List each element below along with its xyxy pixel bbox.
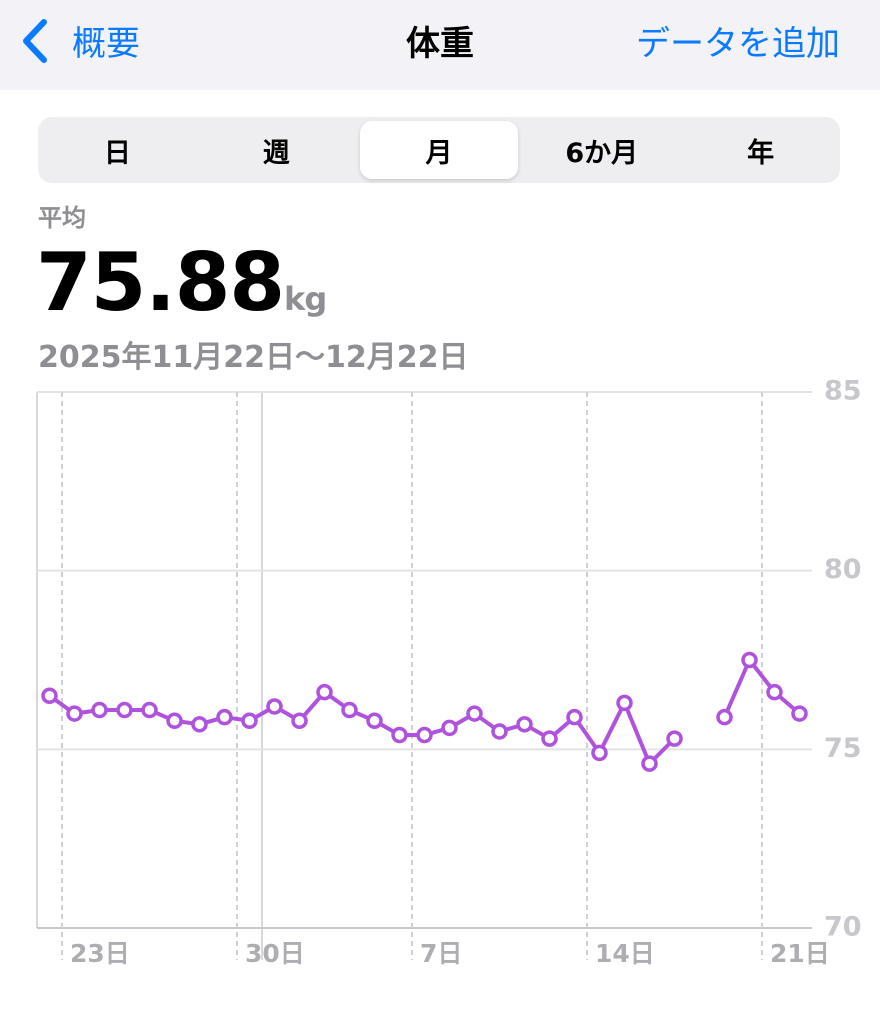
average-label: 平均 <box>38 204 86 232</box>
data-point <box>766 683 783 701</box>
segment[interactable]: 日 <box>103 137 131 169</box>
data-point <box>616 694 633 712</box>
data-point <box>91 701 108 719</box>
nav-bar: 概要 体重 データを追加 <box>0 0 880 90</box>
segment[interactable]: 年 <box>747 137 775 169</box>
segment[interactable]: 6か月 <box>565 137 639 169</box>
x-tick-label: 14日 <box>595 939 655 968</box>
x-tick-label: 30日 <box>245 939 305 968</box>
data-point <box>341 701 358 719</box>
segment[interactable]: 週 <box>262 137 290 169</box>
data-point <box>291 712 308 729</box>
nav-title: 体重 <box>406 24 474 64</box>
data-point <box>491 723 508 740</box>
data-point <box>366 712 383 729</box>
back-chevron[interactable] <box>20 18 50 64</box>
data-point <box>791 705 808 722</box>
data-point <box>241 712 258 729</box>
average-number: 75.88 <box>36 236 285 329</box>
x-tick-label: 23日 <box>70 939 130 968</box>
data-point <box>191 716 208 733</box>
data-line <box>48 690 676 766</box>
data-point <box>266 698 283 715</box>
data-line <box>722 658 801 718</box>
data-point <box>66 705 83 722</box>
segment[interactable]: 月 <box>359 121 519 179</box>
data-point <box>441 719 458 737</box>
y-tick-label: 80 <box>824 554 862 585</box>
date-range: 2025年11月22日〜12月22日 <box>38 340 469 375</box>
data-point <box>716 708 733 726</box>
data-point <box>166 712 183 729</box>
y-tick-label: 70 <box>824 912 862 943</box>
data-point <box>116 701 133 719</box>
average-unit: kg <box>284 280 327 318</box>
chart: 70 75 80 85 23日 30日 7日 14日 21日 <box>36 376 862 968</box>
data-point <box>316 683 333 701</box>
x-tick-label: 7日 <box>420 939 462 968</box>
segmented-control: 日 週 月 6か月 年 <box>38 117 840 183</box>
x-tick-label: 21日 <box>770 939 830 968</box>
average-value: 75.88kg <box>36 236 327 329</box>
back-button[interactable]: 概要 <box>72 24 140 64</box>
y-tick-label: 85 <box>824 376 862 407</box>
data-point <box>141 701 158 719</box>
data-point <box>516 716 533 733</box>
data-point <box>466 705 483 722</box>
data-point <box>391 726 408 744</box>
data-point <box>216 708 233 726</box>
data-point <box>541 730 558 747</box>
add-data-button[interactable]: データを追加 <box>636 24 840 64</box>
data-point <box>666 730 683 747</box>
data-point <box>741 651 758 669</box>
y-tick-label: 75 <box>824 733 862 764</box>
data-point <box>641 755 658 772</box>
data-point <box>41 687 58 704</box>
data-point <box>591 744 608 762</box>
data-point <box>416 726 433 744</box>
data-point <box>566 708 583 726</box>
